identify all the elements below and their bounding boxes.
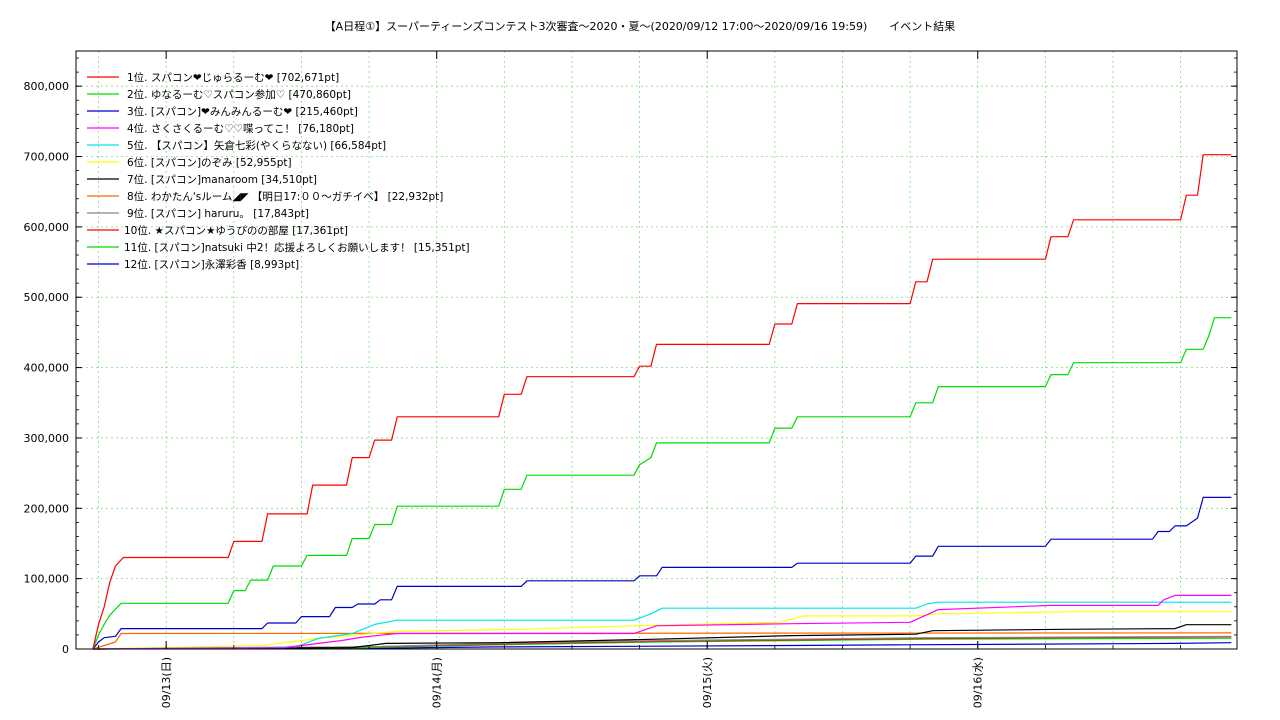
grid-layer (76, 51, 1237, 649)
series-layer (92, 154, 1232, 650)
legend-label: 3位. [スパコン]❤みんみんるーむ❤ [215,460pt] (127, 105, 358, 118)
y-tick-label: 700,000 (24, 151, 70, 164)
x-tick-label: 09/15(火) (701, 657, 714, 708)
y-tick-label: 100,000 (24, 573, 70, 586)
series-line (92, 594, 1232, 650)
x-tick-label: 09/14(月) (431, 657, 444, 708)
y-tick-label: 400,000 (24, 362, 70, 375)
legend-label: 1位. スパコン❤じゅらるーむ❤ [702,671pt] (127, 71, 339, 84)
series-line (92, 154, 1232, 650)
legend-label: 2位. ゆなるーむ♡スパコン参加♡ [470,860pt] (127, 88, 351, 101)
series-line (92, 611, 1232, 650)
x-tick-label: 09/16(水) (972, 657, 985, 708)
legend-label: 12位. [スパコン]永澤彩香 [8,993pt] (124, 258, 299, 271)
x-axis: 09/13(日) 09/14(月) 09/15(火) 09/16(水) (98, 51, 1182, 708)
series-line (92, 601, 1232, 650)
y-tick-label: 500,000 (24, 291, 70, 304)
legend-label: 6位. [スパコン]のぞみ [52,955pt] (127, 156, 292, 169)
legend-label: 4位. さくさくるーむ♡♡喋ってこ！ [76,180pt] (127, 122, 354, 135)
series-line (92, 635, 1232, 650)
series-line (92, 632, 1232, 650)
y-tick-label: 600,000 (24, 221, 70, 234)
series-line (92, 637, 1232, 650)
legend: 1位. スパコン❤じゅらるーむ❤ [702,671pt] 2位. ゆなるーむ♡スパ… (87, 71, 470, 271)
legend-label: 8位. わかたん'sルーム◢◤ 【明日17:００〜ガチイベ】 [22,932pt… (127, 190, 443, 203)
y-axis: 0 100,000 200,000 300,000 400,000 500,000 600,… (24, 57, 1237, 656)
series-line (92, 642, 1232, 650)
series-line (92, 624, 1232, 650)
legend-label: 9位. [スパコン] haruru。 [17,843pt] (127, 207, 309, 220)
chart-title: 【A日程①】スーパーティーンズコンテスト3次審査〜2020・夏〜(2020/09… (324, 20, 956, 33)
series-line (92, 317, 1232, 650)
x-tick-label: 09/13(日) (160, 657, 173, 708)
legend-label: 11位. [スパコン]natsuki 中2！応援よろしくお願いします！ [15,… (124, 241, 470, 254)
y-tick-label: 200,000 (24, 502, 70, 515)
y-tick-label: 800,000 (24, 80, 70, 93)
legend-label: 5位. 【スパコン】矢倉七彩(やくらなない) [66,584pt] (127, 139, 386, 152)
legend-label: 7位. [スパコン]manaroom [34,510pt] (127, 173, 317, 186)
plot-frame (75, 50, 1238, 650)
y-tick-label: 300,000 (24, 432, 70, 445)
y-tick-label: 0 (62, 643, 69, 656)
series-line (92, 496, 1232, 650)
legend-label: 10位. ★スパコン★ゆうぴのの部屋 [17,361pt] (124, 224, 348, 237)
